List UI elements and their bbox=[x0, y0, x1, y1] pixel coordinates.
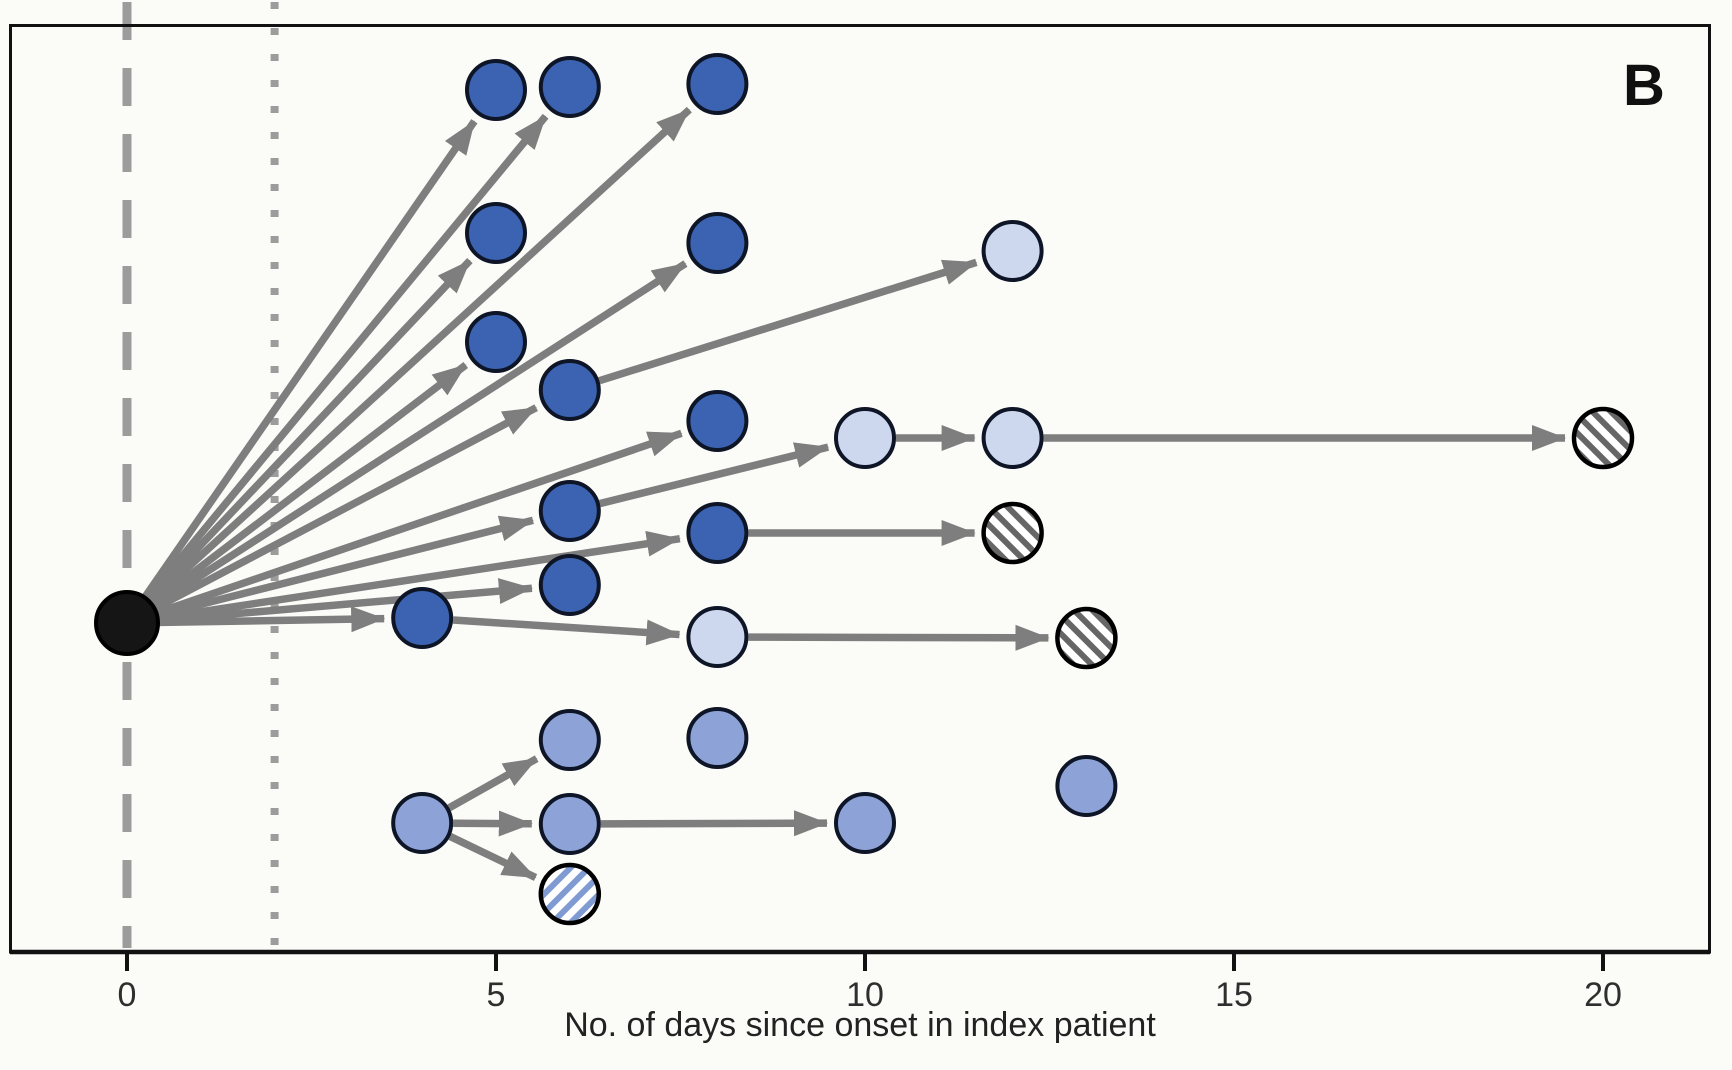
case-node-c9-dark bbox=[686, 390, 749, 452]
transmission-arrow-c23-c24 bbox=[600, 810, 829, 837]
axis-tick-label-15: 15 bbox=[1215, 976, 1253, 1014]
case-node-c21-medium bbox=[686, 707, 749, 769]
transmission-arrow-c8-c6 bbox=[598, 258, 978, 385]
transmission-arrow-index-c8 bbox=[142, 404, 538, 618]
transmission-arrow-index-c9 bbox=[144, 429, 683, 621]
x-axis-title: No. of days since onset in index patient bbox=[564, 1006, 1156, 1044]
axis-tick-label-10: 10 bbox=[846, 976, 884, 1014]
transmission-arrow-c22-c23 bbox=[453, 810, 533, 837]
case-node-c2-dark bbox=[538, 56, 601, 118]
case-node-c19-hatched_gray bbox=[1055, 606, 1118, 670]
transmission-arrow-index-c7 bbox=[140, 362, 469, 614]
transmission-arrow-c18-c19 bbox=[748, 624, 1050, 651]
transmission-arrow-index-c1 bbox=[135, 119, 478, 609]
axis-tick-label-0: 0 bbox=[117, 976, 137, 1014]
transmission-arrow-index-c3 bbox=[139, 106, 692, 613]
case-node-c20-medium bbox=[538, 709, 601, 771]
case-node-c22-medium bbox=[391, 792, 454, 854]
case-node-c17-dark bbox=[391, 587, 454, 649]
axis-tick-label-5: 5 bbox=[486, 976, 506, 1014]
axis-tick-label-20: 20 bbox=[1584, 976, 1622, 1014]
transmission-arrow-c10-c11 bbox=[598, 442, 830, 508]
case-node-c5-dark bbox=[686, 212, 749, 274]
case-node-c25-medium bbox=[1055, 755, 1118, 817]
transmission-arrow-c17-c18 bbox=[452, 616, 681, 646]
case-node-c14-dark bbox=[686, 502, 749, 564]
case-node-c18-light bbox=[686, 606, 749, 668]
case-node-c15-hatched_gray bbox=[981, 501, 1044, 565]
transmission-arrow-index-c10 bbox=[145, 515, 534, 622]
case-node-c3-dark bbox=[686, 53, 749, 115]
case-node-c7-dark bbox=[465, 311, 527, 373]
case-node-c1-dark bbox=[465, 59, 527, 121]
transmission-arrow-index-c5 bbox=[141, 260, 688, 616]
case-node-c16-dark bbox=[538, 554, 601, 616]
case-node-index-index bbox=[94, 590, 160, 656]
case-node-c10-dark bbox=[538, 480, 601, 542]
case-node-c24-medium bbox=[834, 792, 896, 854]
case-node-c4-dark bbox=[465, 202, 527, 264]
case-node-c8-dark bbox=[538, 359, 601, 421]
case-node-c13-hatched_gray bbox=[1571, 406, 1635, 470]
transmission-arrow-c22-c26 bbox=[448, 833, 538, 881]
panel-label: B bbox=[1623, 53, 1665, 118]
transmission-arrow-c22-c20 bbox=[447, 755, 539, 812]
case-node-c11-light bbox=[834, 407, 896, 469]
transmission-arrow-index-c14 bbox=[146, 530, 681, 624]
case-node-c26-hatched_blue bbox=[538, 862, 602, 926]
transmission-arrow-index-c4 bbox=[138, 258, 473, 612]
case-node-c12-light bbox=[981, 407, 1044, 469]
transmission-arrow-index-c16 bbox=[146, 578, 533, 626]
transmission-arrow-index-c17 bbox=[146, 606, 386, 633]
case-node-c23-medium bbox=[538, 793, 601, 855]
transmission-arrow-index-c2 bbox=[136, 113, 549, 610]
case-node-c6-light bbox=[981, 220, 1044, 282]
